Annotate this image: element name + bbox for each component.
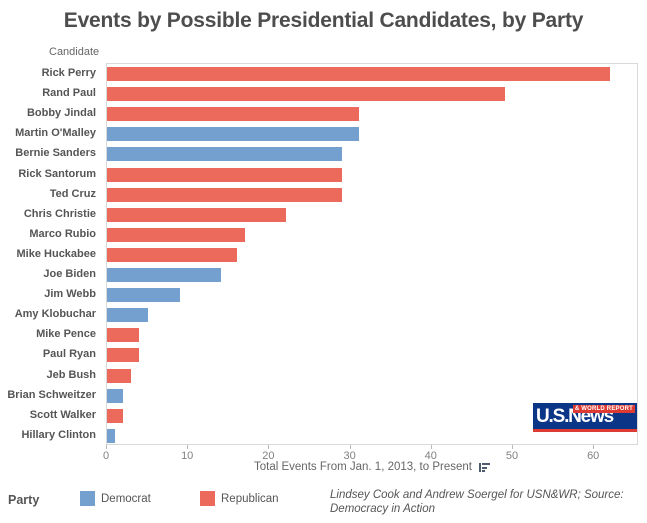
candidate-label: Paul Ryan bbox=[42, 348, 96, 361]
bar[interactable] bbox=[107, 247, 237, 262]
candidate-label: Brian Schweitzer bbox=[7, 388, 96, 401]
x-tick-label: 40 bbox=[424, 450, 437, 462]
chart-title: Events by Possible Presidential Candidat… bbox=[63, 9, 584, 32]
bar-row bbox=[107, 305, 637, 325]
bar[interactable] bbox=[107, 67, 611, 81]
candidate-label: Bobby Jindal bbox=[26, 107, 96, 120]
candidate-labels: Rick Perry Rand Paul Bobby Jindal Martin O'… bbox=[0, 63, 101, 445]
x-tick-mark bbox=[349, 445, 351, 449]
bar-row bbox=[107, 185, 637, 205]
x-tick-label: 30 bbox=[343, 450, 356, 462]
x-tick-label: 20 bbox=[262, 450, 275, 462]
candidate-label: Jeb Bush bbox=[46, 368, 96, 381]
bar[interactable] bbox=[107, 227, 246, 242]
legend-label: Republican bbox=[221, 492, 279, 505]
bar[interactable] bbox=[107, 428, 116, 443]
candidate-label: Jim Webb bbox=[44, 288, 96, 301]
attribution-line-1: Lindsey Cook and Andrew Soergel for USN&… bbox=[330, 489, 624, 501]
candidate-label: Marco Rubio bbox=[29, 227, 96, 240]
bar-row bbox=[107, 144, 637, 164]
bar-row bbox=[107, 165, 637, 185]
bar-row bbox=[107, 205, 637, 225]
legend-label: Democrat bbox=[101, 492, 151, 505]
candidate-label: Hillary Clinton bbox=[21, 428, 96, 441]
candidate-label: Joe Biden bbox=[43, 268, 96, 281]
bar[interactable] bbox=[107, 167, 343, 182]
bar-row bbox=[107, 386, 637, 406]
x-tick-label: 50 bbox=[505, 450, 519, 462]
bar[interactable] bbox=[107, 388, 124, 403]
x-tick-mark bbox=[268, 445, 270, 449]
bar[interactable] bbox=[107, 348, 140, 363]
republican-swatch-icon bbox=[200, 491, 215, 506]
usnews-logo[interactable]: U.S.News & WORLD REPORT bbox=[533, 403, 637, 432]
x-axis: 0 10 20 30 40 50 60 bbox=[103, 445, 638, 465]
x-tick-mark bbox=[512, 445, 513, 449]
plot-area bbox=[106, 63, 638, 445]
bar[interactable] bbox=[107, 127, 359, 142]
usnews-logo-stripe bbox=[533, 429, 637, 432]
candidate-label: Mike Huckabee bbox=[16, 247, 96, 260]
bar-row bbox=[107, 406, 637, 426]
bar-row bbox=[107, 325, 637, 345]
attribution-line-2: Democracy in Action bbox=[330, 503, 436, 515]
bar-row bbox=[107, 225, 637, 245]
bar[interactable] bbox=[107, 147, 343, 162]
bar[interactable] bbox=[107, 268, 221, 283]
x-tick-mark bbox=[187, 445, 189, 449]
bar[interactable] bbox=[107, 288, 181, 303]
bar-row bbox=[107, 366, 637, 386]
candidate-label: Chris Christie bbox=[23, 207, 96, 220]
bar[interactable] bbox=[107, 408, 124, 423]
candidate-label: Rick Perry bbox=[41, 67, 96, 79]
legend-title: Party bbox=[8, 493, 40, 507]
candidate-label: Amy Klobuchar bbox=[14, 308, 96, 321]
democrat-swatch-icon bbox=[80, 491, 95, 506]
attribution: Lindsey Cook and Andrew Soergel for USN&… bbox=[330, 488, 642, 516]
usnews-logo-subtext: & WORLD REPORT bbox=[572, 405, 635, 413]
candidate-label: Ted Cruz bbox=[49, 187, 96, 200]
value-axis-title: Total Events From Jan. 1, 2013, to Prese… bbox=[254, 461, 472, 473]
legend: Party Democrat Republican bbox=[0, 487, 330, 517]
candidate-label: Martin O'Malley bbox=[15, 127, 96, 140]
x-tick-label: 10 bbox=[181, 450, 194, 462]
bar[interactable] bbox=[107, 87, 505, 102]
candidate-label: Scott Walker bbox=[29, 408, 96, 421]
bar[interactable] bbox=[107, 187, 343, 202]
legend-entry-republican[interactable]: Republican bbox=[200, 491, 279, 506]
x-tick-mark bbox=[106, 445, 107, 449]
x-tick-mark bbox=[430, 445, 432, 449]
candidate-label: Bernie Sanders bbox=[15, 147, 96, 160]
bar-row bbox=[107, 265, 637, 285]
legend-entry-democrat[interactable]: Democrat bbox=[80, 491, 151, 506]
value-axis-title-row: Total Events From Jan. 1, 2013, to Prese… bbox=[106, 461, 638, 473]
sort-descending-icon[interactable] bbox=[478, 462, 490, 473]
x-tick-label: 60 bbox=[587, 450, 600, 462]
bar-row bbox=[107, 285, 637, 305]
bar-row bbox=[107, 124, 637, 144]
bar-row bbox=[107, 64, 637, 84]
bar-row bbox=[107, 104, 637, 124]
candidate-label: Rick Santorum bbox=[18, 167, 96, 180]
x-tick-label: 0 bbox=[102, 450, 110, 462]
bar-row bbox=[107, 426, 637, 446]
candidate-label: Rand Paul bbox=[42, 87, 96, 100]
bar[interactable] bbox=[107, 368, 132, 383]
x-tick-mark bbox=[593, 445, 595, 449]
bar-row bbox=[107, 345, 637, 365]
candidate-label: Mike Pence bbox=[36, 328, 96, 341]
bar[interactable] bbox=[107, 107, 359, 122]
bar-row bbox=[107, 84, 637, 104]
category-axis-title: Candidate bbox=[49, 46, 100, 58]
bar[interactable] bbox=[107, 207, 286, 222]
bar[interactable] bbox=[107, 308, 148, 323]
bar-row bbox=[107, 245, 637, 265]
bar[interactable] bbox=[107, 328, 140, 343]
